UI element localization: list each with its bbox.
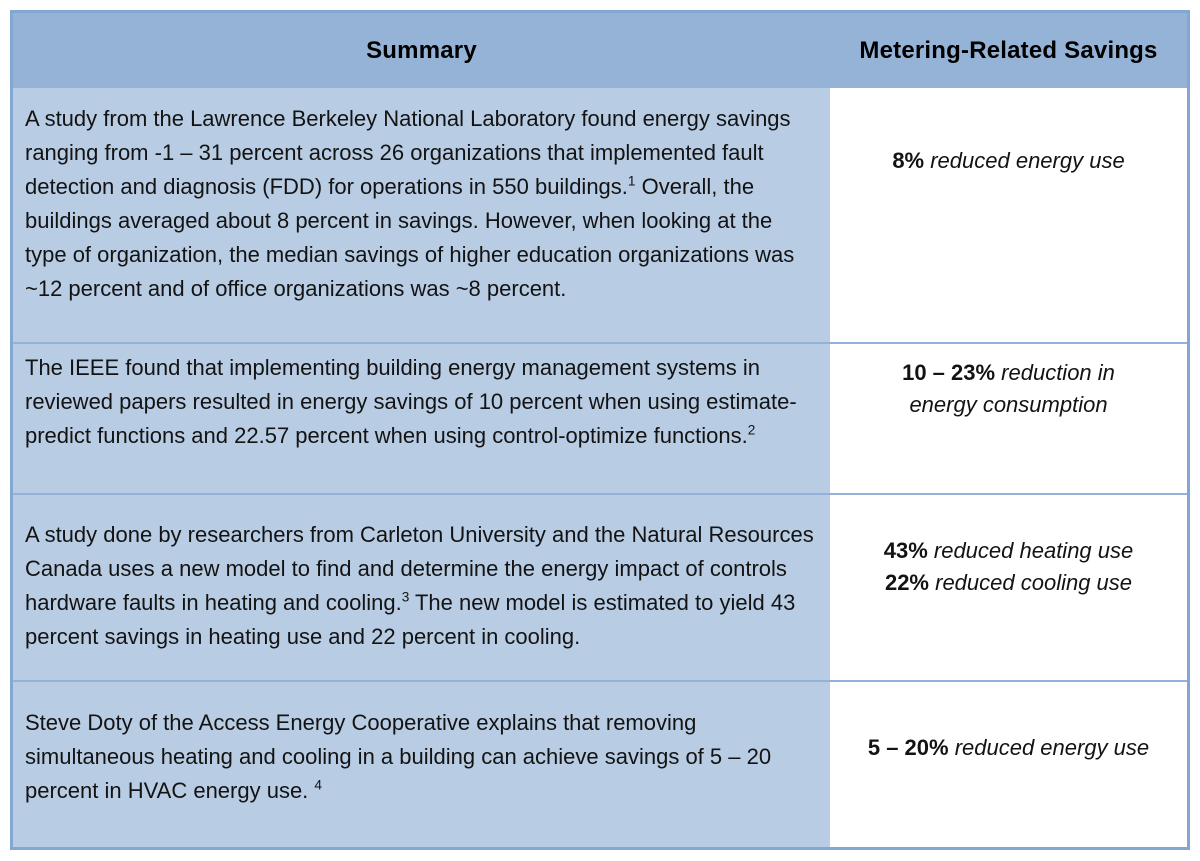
savings-label: reduction in energy consumption xyxy=(909,360,1115,417)
savings-label: reduced cooling use xyxy=(929,570,1133,595)
footnote-marker: 3 xyxy=(401,589,410,605)
savings-value: 22% xyxy=(884,570,929,595)
summary-text: A study done by researchers from Carleto… xyxy=(25,522,814,615)
footnote-marker: 2 xyxy=(747,422,756,438)
savings-value: 8% xyxy=(892,148,925,173)
summary-text: Overall, the buildings averaged about 8 … xyxy=(25,174,795,301)
savings-cell-ieee: 10 – 23% reduction in energy consumption xyxy=(830,344,1187,493)
savings-label: reduced energy use xyxy=(924,148,1125,173)
savings-cell-access-energy: 5 – 20% reduced energy use xyxy=(830,682,1187,847)
table-row: A study from the Lawrence Berkeley Natio… xyxy=(13,88,1187,342)
table-row: The IEEE found that implementing buildin… xyxy=(13,342,1187,493)
savings-label: reduced energy use xyxy=(948,735,1150,760)
savings-cell-carleton: 43% reduced heating use 22% reduced cool… xyxy=(830,495,1187,680)
savings-studies-table: Summary Metering-Related Savings A study… xyxy=(10,10,1190,850)
summary-text: Steve Doty of the Access Energy Cooperat… xyxy=(25,710,772,803)
header-metering-related-savings: Metering-Related Savings xyxy=(830,13,1187,88)
summary-cell-carleton: A study done by researchers from Carleto… xyxy=(13,495,830,680)
table-header-row: Summary Metering-Related Savings xyxy=(13,13,1187,88)
savings-line: 22% reduced cooling use xyxy=(885,567,1132,599)
savings-line: 43% reduced heating use xyxy=(884,535,1134,567)
savings-value: 5 – 20% xyxy=(867,735,949,760)
savings-value: 43% xyxy=(883,538,928,563)
table-row: A study done by researchers from Carleto… xyxy=(13,493,1187,680)
table-row: Steve Doty of the Access Energy Cooperat… xyxy=(13,680,1187,847)
summary-text: A study from the Lawrence Berkeley Natio… xyxy=(25,106,791,199)
header-savings-label: Metering-Related Savings xyxy=(859,36,1158,64)
summary-cell-access-energy: Steve Doty of the Access Energy Cooperat… xyxy=(13,682,830,847)
footnote-marker: 4 xyxy=(314,777,322,793)
summary-text: The new model is estimated to yield 43 p… xyxy=(25,590,796,649)
header-summary-label: Summary xyxy=(366,36,477,64)
savings-label: reduced heating use xyxy=(927,538,1134,563)
summary-cell-ieee: The IEEE found that implementing buildin… xyxy=(13,344,830,493)
summary-cell-lbnl: A study from the Lawrence Berkeley Natio… xyxy=(13,88,830,342)
summary-text: The IEEE found that implementing buildin… xyxy=(25,355,797,448)
savings-value: 10 – 23% xyxy=(902,360,996,385)
header-summary: Summary xyxy=(13,13,830,88)
savings-line: 10 – 23% reduction in energy consumption xyxy=(869,357,1149,421)
savings-line: 8% reduced energy use xyxy=(892,145,1124,177)
footnote-marker: 1 xyxy=(627,173,636,189)
savings-cell-lbnl: 8% reduced energy use xyxy=(830,88,1187,342)
savings-line: 5 – 20% reduced energy use xyxy=(868,732,1149,764)
